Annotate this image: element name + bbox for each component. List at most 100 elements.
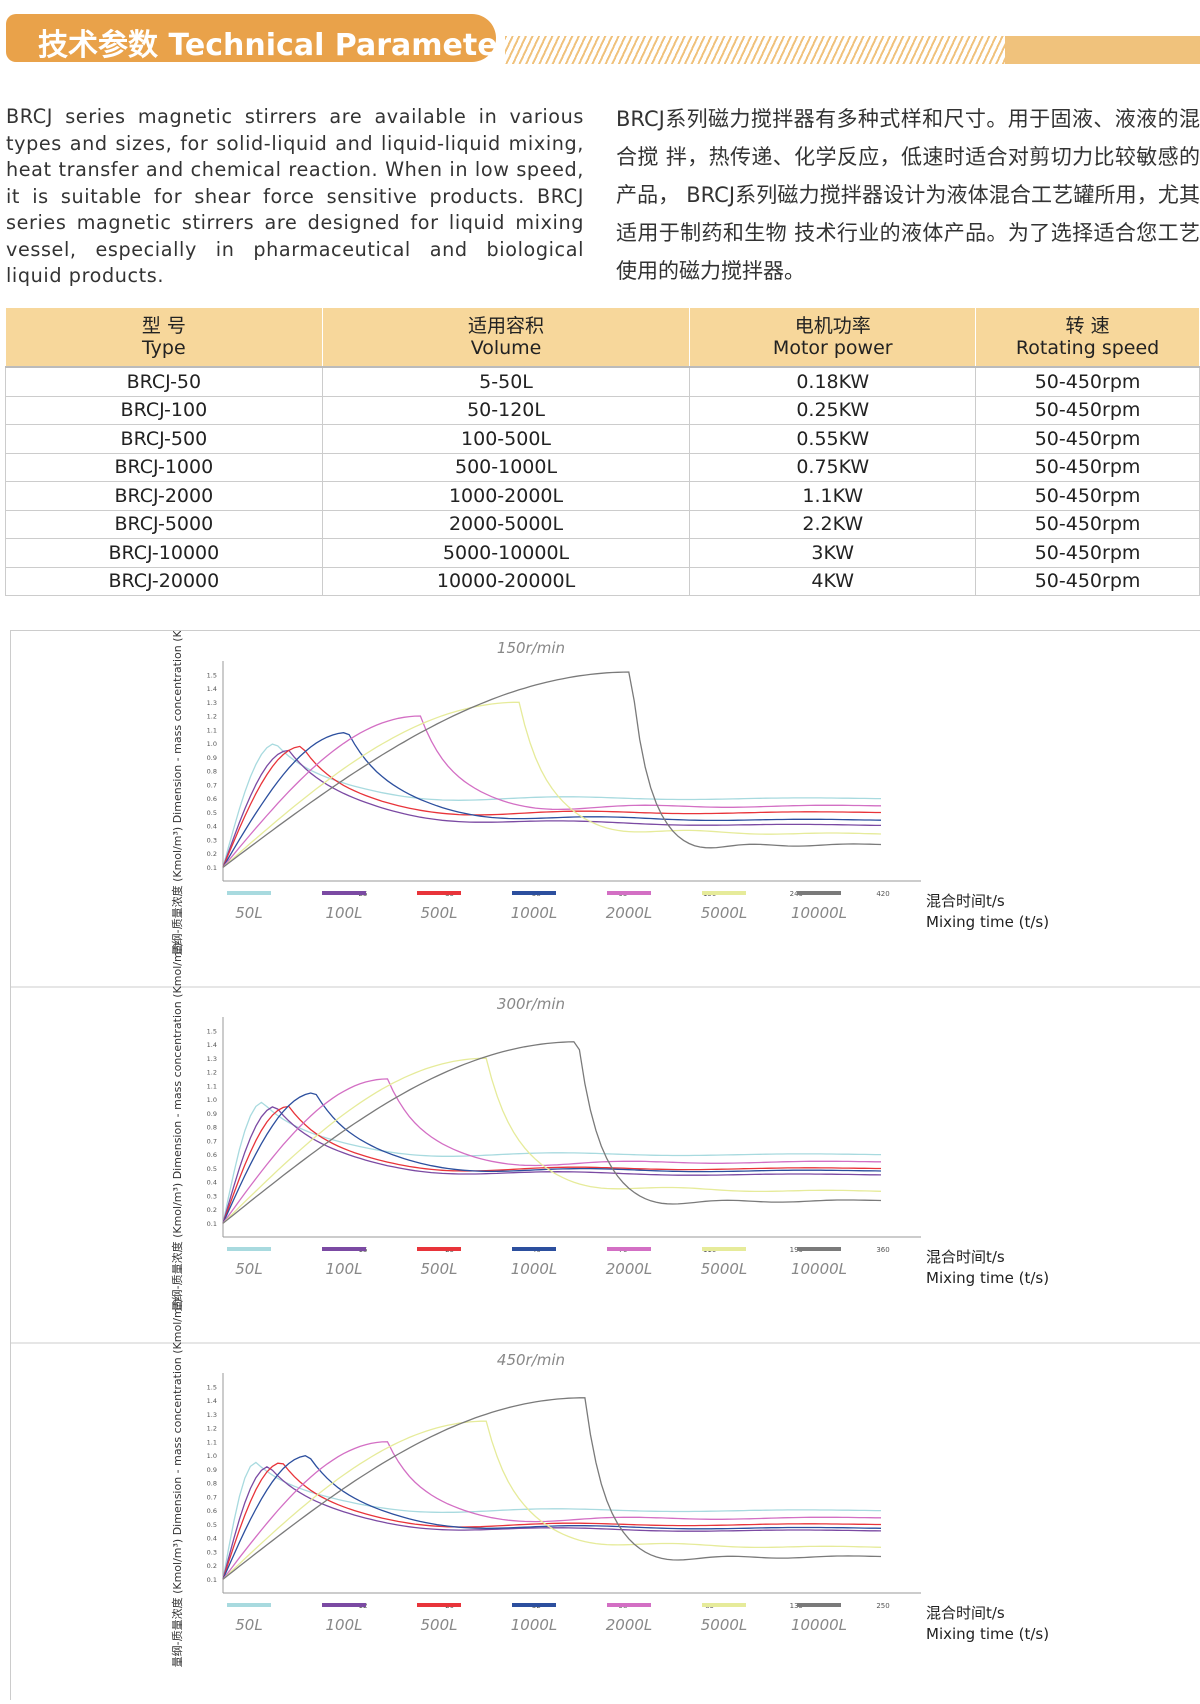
x-axis-label-en: Mixing time (t/s) bbox=[926, 1625, 1049, 1643]
cell-power: 0.55KW bbox=[689, 424, 977, 454]
y-tick-label: 1.4 bbox=[207, 1041, 217, 1049]
cell-power: 0.75KW bbox=[689, 452, 977, 482]
y-tick-label: 0.3 bbox=[207, 1192, 217, 1200]
y-tick-label: 0.9 bbox=[207, 754, 217, 762]
y-tick-label: 0.6 bbox=[207, 1507, 217, 1515]
y-tick-label: 0.9 bbox=[207, 1110, 217, 1118]
y-tick-label: 0.2 bbox=[207, 850, 217, 858]
cell-type: BRCJ-10000 bbox=[5, 538, 323, 568]
table-row: BRCJ-1000 500-1000L 0.75KW 50-450rpm bbox=[5, 452, 1200, 482]
legend-label-50L: 50L bbox=[235, 1616, 262, 1634]
table-row: BRCJ-500 100-500L 0.55KW 50-450rpm bbox=[5, 424, 1200, 454]
series-line-1000L bbox=[222, 732, 882, 868]
legend-label-50L: 50L bbox=[235, 904, 262, 922]
cell-volume: 500-1000L bbox=[321, 452, 691, 482]
series-line-2000L bbox=[222, 715, 881, 868]
cell-type: BRCJ-500 bbox=[5, 424, 323, 454]
y-tick-label: 0.6 bbox=[207, 1151, 217, 1159]
y-tick-label: 0.4 bbox=[207, 1535, 217, 1543]
cell-speed: 50-450rpm bbox=[975, 452, 1200, 482]
x-tick-label: 240 bbox=[790, 890, 803, 898]
cell-power: 2.2KW bbox=[689, 509, 977, 539]
cell-speed: 50-450rpm bbox=[975, 538, 1200, 568]
section-title: 技术参数 Technical Parameters bbox=[38, 28, 531, 63]
legend-label-500L: 500L bbox=[421, 1616, 458, 1634]
cell-type: BRCJ-50 bbox=[5, 366, 323, 397]
y-tick-label: 1.5 bbox=[207, 671, 217, 679]
legend-label-10000L: 10000L bbox=[791, 904, 847, 922]
x-axis-label-zh: 混合时间t/s bbox=[926, 1604, 1005, 1622]
series-line-500L bbox=[222, 1105, 881, 1224]
table-row: BRCJ-10000 5000-10000L 3KW 50-450rpm bbox=[5, 538, 1200, 568]
legend-label-5000L: 5000L bbox=[701, 1260, 748, 1278]
y-tick-label: 1.2 bbox=[207, 1069, 217, 1077]
y-tick-label: 0.5 bbox=[207, 809, 217, 817]
header-rotating-speed: 转 速 Rotating speed bbox=[975, 307, 1200, 368]
legend-label-5000L: 5000L bbox=[701, 1616, 748, 1634]
cell-volume: 100-500L bbox=[321, 424, 691, 454]
series-line-500L bbox=[222, 745, 881, 868]
intro-chinese: BRCJ系列磁力搅拌器有多种式样和尺寸。用于固液、液液的混合搅 拌，热传递、化学… bbox=[616, 107, 1200, 283]
y-tick-label: 0.2 bbox=[207, 1562, 217, 1570]
legend-label-10000L: 10000L bbox=[791, 1616, 847, 1634]
spec-table-header: 型 号 Type 适用容积 Volume 电机功率 Motor power 转 速 Ro… bbox=[5, 307, 1200, 368]
legend-label-10000L: 10000L bbox=[791, 1260, 847, 1278]
legend-label-1000L: 1000L bbox=[511, 904, 558, 922]
y-tick-label: 0.5 bbox=[207, 1165, 217, 1173]
x-tick-label: 190 bbox=[790, 1246, 803, 1254]
cell-type: BRCJ-5000 bbox=[5, 509, 323, 539]
legend-label-1000L: 1000L bbox=[511, 1260, 558, 1278]
y-tick-label: 1.1 bbox=[207, 726, 217, 734]
cell-volume: 2000-5000L bbox=[321, 509, 691, 539]
series-line-500L bbox=[222, 1462, 881, 1580]
y-tick-label: 1.3 bbox=[207, 699, 217, 707]
y-tick-label: 0.6 bbox=[207, 795, 217, 803]
y-tick-label: 0.5 bbox=[207, 1521, 217, 1529]
x-tick-label: 250 bbox=[876, 1602, 889, 1610]
x-axis-label-en: Mixing time (t/s) bbox=[926, 1269, 1049, 1287]
chart-panel-1: 150r/min 0.1 0.2 0.3 0.4 0.5 0.6 0.7 0.8 0.9 1.0 1.… bbox=[170, 587, 1049, 956]
y-tick-label: 1.0 bbox=[207, 1096, 217, 1104]
cell-type: BRCJ-20000 bbox=[5, 566, 323, 596]
y-tick-label: 1.2 bbox=[207, 1425, 217, 1433]
y-axis-label: 量纲-质量浓度 (Kmol/m³) Dimension - mass conce… bbox=[170, 943, 184, 1312]
spec-table: 型 号 Type 适用容积 Volume 电机功率 Motor power 转 速 Ro… bbox=[5, 307, 1200, 596]
series-line-10000L bbox=[222, 1041, 882, 1224]
series-line-50L bbox=[222, 1461, 881, 1580]
series-line-2000L bbox=[222, 1441, 881, 1580]
y-tick-label: 0.1 bbox=[207, 1576, 217, 1584]
cell-speed: 50-450rpm bbox=[975, 566, 1200, 596]
legend-label-5000L: 5000L bbox=[701, 904, 748, 922]
cell-power: 0.18KW bbox=[689, 366, 977, 397]
decorative-stripe-fill bbox=[1005, 36, 1200, 64]
y-tick-label: 1.0 bbox=[207, 1452, 217, 1460]
chart-panel-3: 450r/min 0.1 0.2 0.3 0.4 0.5 0.6 0.7 0.8 0.9 1.0 1.… bbox=[11, 1299, 1200, 1668]
y-tick-label: 1.4 bbox=[207, 685, 217, 693]
y-tick-label: 0.9 bbox=[207, 1466, 217, 1474]
y-tick-label: 1.0 bbox=[207, 740, 217, 748]
legend-label-2000L: 2000L bbox=[606, 1260, 653, 1278]
table-row: BRCJ-50 5-50L 0.18KW 50-450rpm bbox=[5, 366, 1200, 397]
header-type: 型 号 Type bbox=[5, 307, 323, 368]
series-line-5000L bbox=[222, 1420, 882, 1580]
y-tick-label: 1.3 bbox=[207, 1411, 217, 1419]
chart-title: 300r/min bbox=[497, 995, 565, 1013]
legend-label-500L: 500L bbox=[421, 904, 458, 922]
mixing-charts: 150r/min 0.1 0.2 0.3 0.4 0.5 0.6 0.7 0.8 0.9 1.0 1.… bbox=[11, 587, 1200, 1668]
y-tick-label: 0.1 bbox=[207, 1220, 217, 1228]
cell-speed: 50-450rpm bbox=[975, 366, 1200, 397]
y-tick-label: 0.4 bbox=[207, 823, 217, 831]
table-row: BRCJ-2000 1000-2000L 1.1KW 50-450rpm bbox=[5, 481, 1200, 511]
y-tick-label: 1.1 bbox=[207, 1438, 217, 1446]
y-tick-label: 0.4 bbox=[207, 1179, 217, 1187]
y-axis-label: 量纲-质量浓度 (Kmol/m³) Dimension - mass conce… bbox=[170, 631, 184, 955]
legend-label-2000L: 2000L bbox=[606, 904, 653, 922]
charts-panel: 150r/min 0.1 0.2 0.3 0.4 0.5 0.6 0.7 0.8 0.9 1.0 1.… bbox=[10, 587, 1200, 1700]
table-row: BRCJ-20000 10000-20000L 4KW 50-450rpm bbox=[5, 566, 1200, 596]
y-axis-label: 量纲-质量浓度 (Kmol/m³) Dimension - mass conce… bbox=[170, 1299, 184, 1668]
y-tick-label: 0.2 bbox=[207, 1206, 217, 1214]
x-tick-label: 420 bbox=[876, 890, 889, 898]
intro-english: BRCJ series magnetic stirrers are availa… bbox=[6, 105, 584, 287]
y-tick-label: 1.4 bbox=[207, 1397, 217, 1405]
y-tick-label: 0.8 bbox=[207, 768, 217, 776]
